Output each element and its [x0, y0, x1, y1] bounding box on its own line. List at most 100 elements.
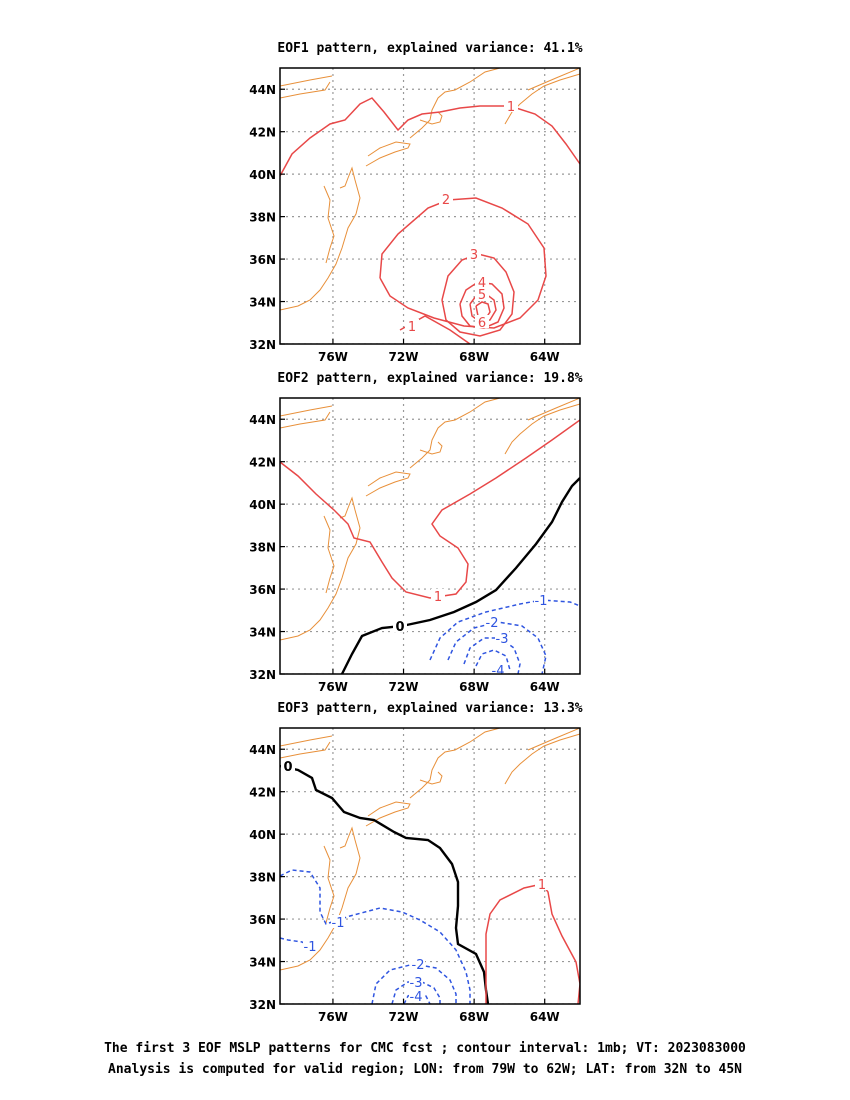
- coastline: [419, 771, 443, 785]
- contour-line-neg: [280, 937, 311, 947]
- y-tick-label: 40N: [249, 168, 276, 182]
- contour-label: 1: [507, 100, 515, 115]
- y-tick-label: 32N: [249, 998, 276, 1012]
- coastline: [280, 81, 331, 99]
- plot-frame: [279, 397, 581, 675]
- coastline: [280, 826, 361, 971]
- coastline: [280, 166, 361, 311]
- plot-frame: [279, 67, 581, 345]
- coastline: [365, 141, 411, 167]
- coastline: [280, 496, 361, 641]
- contour-label: -2: [412, 958, 425, 973]
- contour-label: 3: [470, 248, 478, 263]
- y-tick-label: 40N: [249, 828, 276, 842]
- x-tick-label: 64W: [530, 680, 560, 694]
- eof-figure: EOF1 pattern, explained variance: 41.1% 1…: [249, 41, 583, 1024]
- y-tick-label: 32N: [249, 338, 276, 352]
- x-tick-label: 72W: [389, 350, 419, 364]
- contour-label: 0: [395, 620, 404, 635]
- contour-label: -4: [410, 990, 423, 1005]
- coastline: [504, 403, 580, 455]
- contour-line-neg: [403, 991, 431, 1004]
- y-tick-label: 42N: [249, 456, 276, 470]
- y-tick-label: 36N: [249, 913, 276, 927]
- x-tick-label: 72W: [389, 1010, 419, 1024]
- contour-label: -4: [492, 664, 505, 679]
- y-tick-label: 40N: [249, 498, 276, 512]
- contour-label: -3: [410, 976, 423, 991]
- y-tick-label: 42N: [249, 126, 276, 140]
- coastline: [280, 735, 333, 747]
- y-tick-label: 44N: [249, 743, 276, 757]
- eof1-title: EOF1 pattern, explained variance: 41.1%: [277, 41, 582, 56]
- caption-line-1: The first 3 EOF MSLP patterns for CMC fc…: [104, 1041, 746, 1056]
- contour-line-zero: [340, 477, 580, 674]
- contour-label: -1: [332, 916, 345, 931]
- x-tick-label: 64W: [530, 1010, 560, 1024]
- contour-line-neg: [280, 869, 471, 1004]
- eof2-title: EOF2 pattern, explained variance: 19.8%: [277, 371, 582, 386]
- coastline: [409, 728, 501, 799]
- contour-line-pos: [441, 253, 515, 337]
- contour-line-pos: [280, 97, 580, 177]
- y-tick-label: 32N: [249, 668, 276, 682]
- contour-label: -1: [304, 940, 317, 955]
- x-tick-label: 76W: [318, 1010, 348, 1024]
- eof1-panel: EOF1 pattern, explained variance: 41.1% 1…: [249, 41, 583, 364]
- contour-label: 1: [538, 878, 546, 893]
- y-tick-label: 44N: [249, 413, 276, 427]
- coastline: [504, 733, 580, 785]
- contour-label: 2: [442, 193, 450, 208]
- coastline: [280, 411, 331, 429]
- coastline: [280, 75, 333, 87]
- coastline: [527, 728, 580, 751]
- contour-label: -3: [496, 632, 509, 647]
- y-tick-label: 38N: [249, 871, 276, 885]
- coastline: [323, 185, 335, 264]
- coastline: [409, 68, 501, 139]
- coastline: [527, 398, 580, 421]
- contour-line-neg: [475, 649, 511, 671]
- contour-line-neg: [371, 963, 457, 1004]
- contour-line-neg: [447, 621, 547, 674]
- y-tick-label: 36N: [249, 583, 276, 597]
- contour-label: 6: [478, 316, 486, 331]
- contour-label: -2: [486, 616, 499, 631]
- y-tick-label: 36N: [249, 253, 276, 267]
- coastline: [419, 441, 443, 455]
- x-tick-label: 72W: [389, 680, 419, 694]
- caption-line-2: Analysis is computed for valid region; L…: [108, 1062, 742, 1077]
- y-tick-label: 34N: [249, 626, 276, 640]
- coastline: [365, 471, 411, 497]
- coastline: [323, 845, 335, 924]
- contour-line-zero: [280, 764, 490, 1004]
- y-tick-label: 44N: [249, 83, 276, 97]
- coastline: [527, 68, 580, 91]
- contour-label: 5: [478, 288, 486, 303]
- y-tick-label: 34N: [249, 956, 276, 970]
- plot-frame: [279, 727, 581, 1005]
- x-tick-label: 64W: [530, 350, 560, 364]
- x-tick-label: 76W: [318, 680, 348, 694]
- x-tick-label: 68W: [459, 350, 489, 364]
- eof3-panel: EOF3 pattern, explained variance: 13.3% 0…: [249, 701, 583, 1024]
- contour-line-pos: [379, 197, 547, 329]
- contour-label: 0: [283, 760, 292, 775]
- coastline: [365, 801, 411, 827]
- contour-label: 4: [478, 276, 486, 291]
- eof2-panel: EOF2 pattern, explained variance: 19.8% 1…: [249, 371, 583, 694]
- x-tick-label: 68W: [459, 680, 489, 694]
- x-tick-label: 68W: [459, 1010, 489, 1024]
- coastline: [280, 405, 333, 417]
- coastline: [323, 515, 335, 594]
- contour-label: 1: [434, 590, 442, 605]
- contour-line-pos: [485, 883, 580, 1004]
- contour-label: 1: [408, 320, 416, 335]
- y-tick-label: 38N: [249, 211, 276, 225]
- x-tick-label: 76W: [318, 350, 348, 364]
- contour-line-pos: [280, 419, 580, 599]
- y-tick-label: 42N: [249, 786, 276, 800]
- y-tick-label: 34N: [249, 296, 276, 310]
- coastline: [280, 741, 331, 759]
- contour-line-neg: [429, 599, 580, 661]
